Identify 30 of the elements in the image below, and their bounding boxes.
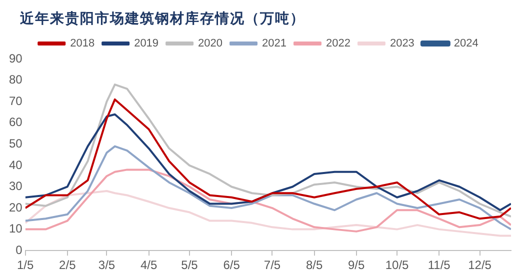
x-tick-label: 3/5 (98, 258, 116, 272)
legend-label: 2021 (262, 38, 286, 50)
x-tick-label: 10/5 (385, 258, 410, 272)
legend-label: 2024 (454, 38, 478, 50)
x-tick-label: 1/5 (17, 258, 34, 272)
y-tick-label: 20 (8, 200, 23, 214)
y-tick-label: 60 (8, 115, 23, 130)
y-tick-label: 70 (8, 94, 23, 108)
y-tick-label: 40 (8, 158, 23, 172)
y-tick-label: 90 (8, 51, 23, 66)
y-tick-label: 30 (8, 179, 23, 194)
x-tick-label: 6/5 (223, 258, 240, 272)
chart-title: 近年来贵阳市场建筑钢材库存情况（万吨） (20, 10, 305, 28)
legend-label: 2018 (70, 38, 95, 50)
x-tick-label: 7/5 (264, 258, 281, 272)
x-tick-label: 9/5 (348, 258, 366, 272)
x-tick-label: 8/5 (306, 258, 323, 272)
legend-label: 2022 (326, 38, 350, 50)
y-tick-label: 0 (16, 242, 23, 257)
y-tick-label: 10 (8, 222, 23, 236)
legend-label: 2023 (390, 38, 414, 50)
x-tick-label: 11/5 (428, 258, 451, 272)
legend-label: 2020 (198, 38, 223, 50)
y-tick-label: 80 (8, 72, 23, 87)
x-tick-label: 4/5 (140, 258, 158, 272)
x-tick-label: 5/5 (181, 258, 198, 272)
y-tick-label: 50 (8, 136, 23, 150)
x-tick-label: 12/5 (468, 258, 492, 272)
legend-label: 2019 (134, 38, 159, 50)
x-tick-label: 2/5 (59, 258, 76, 272)
